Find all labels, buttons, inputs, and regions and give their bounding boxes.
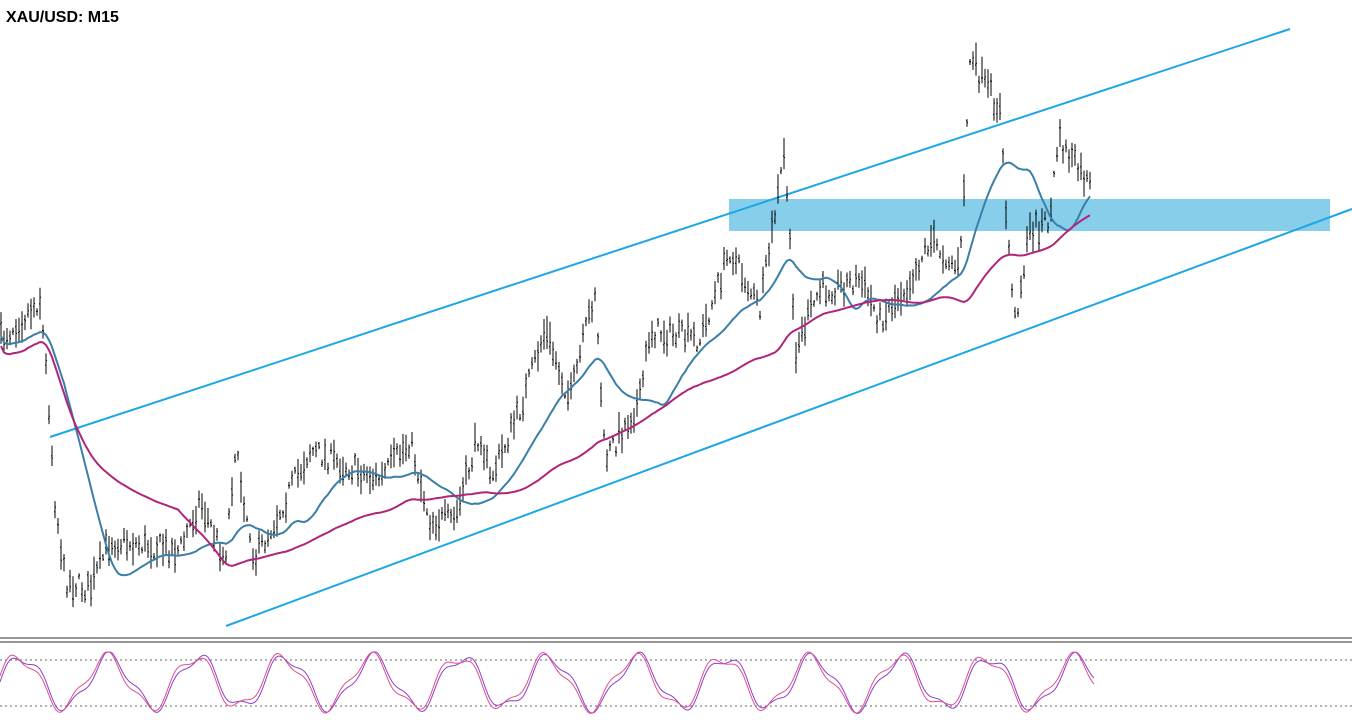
chart-title: XAU/USD: M15: [6, 9, 119, 26]
moving-averages: [0, 161, 1091, 577]
channel-lower: [225, 208, 1352, 627]
price-bars: [0, 42, 1091, 608]
moving-average: [0, 214, 1091, 567]
channel-upper: [49, 28, 1291, 438]
moving-average: [0, 161, 1091, 577]
oscillator-line: [0, 651, 1095, 714]
oscillator: [0, 651, 1095, 715]
ohlc-bars: [0, 42, 1091, 608]
